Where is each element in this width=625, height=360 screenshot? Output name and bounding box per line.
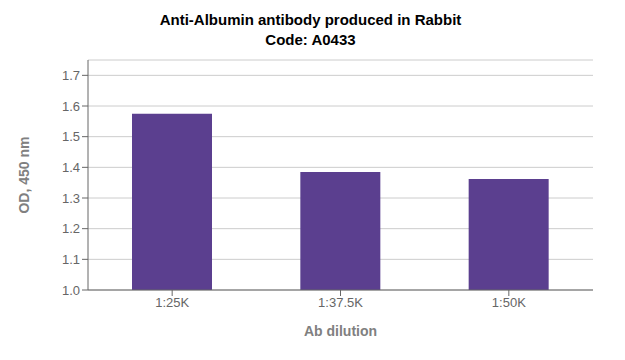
svg-text:1.6: 1.6 — [62, 99, 80, 114]
html-text:Code: A0433: Code: A0433 — [265, 31, 356, 48]
svg-text:1.0: 1.0 — [62, 283, 80, 298]
svg-text:1.3: 1.3 — [62, 191, 80, 206]
svg-text:1.4: 1.4 — [62, 160, 80, 175]
svg-text:1:37.5K: 1:37.5K — [318, 295, 363, 310]
svg-text:1.5: 1.5 — [62, 129, 80, 144]
svg-text:1:50K: 1:50K — [492, 295, 526, 310]
svg-text:Ab dilution: Ab dilution — [304, 323, 377, 339]
html-text:Anti-Albumin antibody produced: Anti-Albumin antibody produced in Rabbit — [159, 11, 462, 28]
svg-text:OD, 450 nm: OD, 450 nm — [16, 136, 32, 213]
svg-text:1.1: 1.1 — [62, 252, 80, 267]
svg-text:1.7: 1.7 — [62, 68, 80, 83]
svg-text:1:25K: 1:25K — [155, 295, 189, 310]
svg-text:1.2: 1.2 — [62, 221, 80, 236]
